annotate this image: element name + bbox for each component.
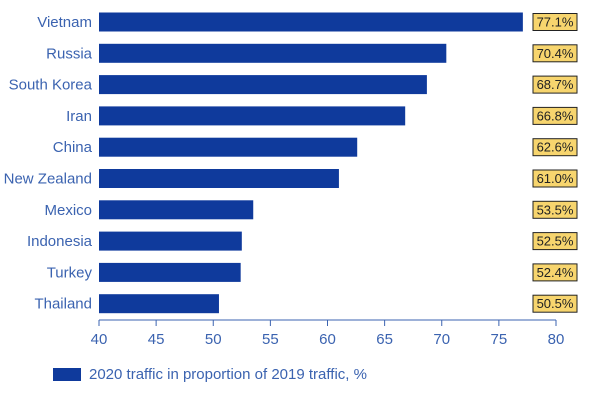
data-label-box	[532, 200, 578, 219]
data-label-box	[532, 294, 578, 313]
bar-mexico	[99, 200, 254, 220]
category-label: Turkey	[47, 264, 93, 281]
data-label-text: 50.5%	[537, 296, 574, 311]
data-label-box	[532, 75, 578, 94]
data-label-text: 52.4%	[537, 265, 574, 280]
bar-south-korea	[99, 75, 427, 95]
data-label-box	[532, 232, 578, 251]
data-label-text: 70.4%	[537, 46, 574, 61]
data-label: 52.4%	[532, 263, 578, 282]
x-tick-label: 65	[376, 331, 393, 348]
x-tick-label: 50	[205, 331, 222, 348]
data-label-box	[532, 44, 578, 63]
data-label: 52.5%	[532, 232, 578, 251]
bar-turkey	[99, 262, 241, 282]
x-tick-label: 45	[148, 331, 165, 348]
bar-vietnam	[99, 12, 523, 32]
legend-label: 2020 traffic in proportion of 2019 traff…	[89, 366, 367, 383]
category-labels: Vietnam Russia South Korea Iran China New Zea…	[4, 14, 93, 313]
bar-iran	[99, 106, 406, 126]
data-label-text: 61.0%	[537, 171, 574, 186]
data-label-box	[532, 138, 578, 157]
data-label-text: 53.5%	[537, 202, 574, 217]
bars-group	[99, 12, 523, 314]
data-label-box	[532, 106, 578, 125]
category-label: New Zealand	[4, 171, 92, 188]
x-tick-label: 55	[262, 331, 279, 348]
category-label: Russia	[46, 45, 93, 62]
legend-swatch	[53, 368, 81, 381]
data-label-box	[532, 169, 578, 188]
data-label-text: 52.5%	[537, 234, 574, 249]
data-label-text: 68.7%	[537, 77, 574, 92]
x-tick-label: 40	[91, 331, 108, 348]
data-label-box	[532, 13, 578, 31]
data-label: 61.0%	[532, 169, 578, 188]
data-label: 50.5%	[532, 294, 578, 313]
bar-china	[99, 137, 358, 157]
data-label: 53.5%	[532, 200, 578, 219]
legend: 2020 traffic in proportion of 2019 traff…	[53, 366, 367, 383]
x-axis-ticks: 40 45 50 55 60 65 70 75 80	[91, 320, 565, 348]
x-tick-label: 60	[319, 331, 336, 348]
data-label: 66.8%	[532, 106, 578, 125]
x-tick-label: 70	[433, 331, 450, 348]
x-tick-label: 75	[491, 331, 508, 348]
bar-thailand	[99, 294, 219, 314]
bar-russia	[99, 43, 447, 63]
category-label: Indonesia	[27, 233, 93, 250]
data-label-box	[532, 263, 578, 282]
category-label: Thailand	[34, 296, 92, 313]
bar-new-zealand	[99, 169, 339, 188]
category-label: China	[53, 139, 93, 156]
data-label: 70.4%	[532, 44, 578, 63]
data-label-text: 62.6%	[537, 140, 574, 155]
data-label-text: 77.1%	[537, 15, 574, 30]
category-label: Mexico	[44, 202, 92, 219]
category-label: Vietnam	[37, 14, 92, 31]
data-label-text: 66.8%	[537, 108, 574, 123]
data-label: 68.7%	[532, 75, 578, 94]
data-label: 62.6%	[532, 138, 578, 157]
value-labels: 77.1% 70.4% 68.7% 66.8% 62.6% 61.0% 53.5% 52.5%…	[532, 13, 578, 313]
x-tick-label: 80	[548, 331, 565, 348]
data-label: 77.1%	[532, 13, 578, 31]
category-label: Iran	[66, 108, 92, 125]
bar-indonesia	[99, 231, 242, 251]
category-label: South Korea	[9, 77, 93, 94]
